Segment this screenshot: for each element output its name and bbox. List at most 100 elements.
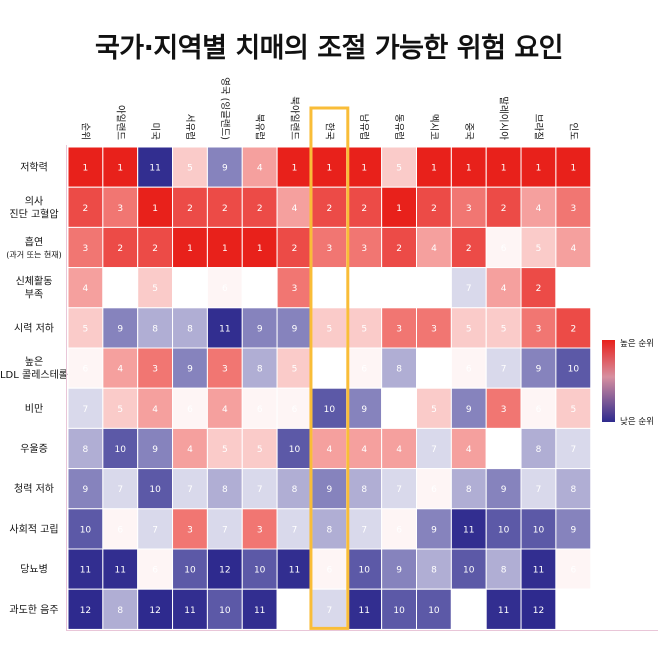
cell-value: 7 [152,525,158,535]
cell-value: 2 [570,324,576,334]
heatmap-cell [172,427,208,470]
heatmap-cell [520,226,557,269]
cell-value: 4 [431,244,437,254]
cell-value: 8 [152,324,158,334]
cell-value: 10 [184,566,196,576]
cell-value: 8 [361,485,367,495]
cell-value: 5 [83,324,89,334]
heatmap-cell [485,548,522,590]
heatmap-cell [241,588,278,630]
cell-value: 8 [117,606,123,616]
cell-value: 6 [501,244,507,254]
cell-value: 11 [289,566,300,576]
cell-value: 4 [396,445,402,455]
heatmap-cell [137,588,174,630]
heatmap-cell [137,508,174,550]
heatmap-cell [276,588,313,630]
cell-value: 12 [219,566,230,576]
heatmap-cell [555,186,592,228]
cell-value: 1 [257,244,263,254]
heatmap-cell [485,588,522,630]
cell-value: 4 [501,284,507,294]
cell-value: 2 [83,204,89,214]
heatmap-cell [67,146,104,188]
cell-value: 9 [83,485,89,495]
heatmap-cell [172,508,208,550]
heatmap-cell [311,186,348,228]
cell-value: 4 [222,405,228,415]
cell-value: 11 [115,566,126,576]
heatmap-cell [450,588,487,630]
cell-value: 11 [463,525,474,535]
cell-value: 6 [431,485,437,495]
heatmap-cell [485,146,522,188]
heatmap-cell [67,588,104,630]
heatmap-cell [102,588,139,630]
heatmap-cell [381,186,417,228]
cell-value: 10 [115,445,127,455]
cell-value: 10 [254,566,266,576]
cell-value: 5 [152,284,158,294]
cell-value: 1 [83,164,89,174]
heatmap-cell [241,387,278,429]
heatmap-cell [137,186,174,228]
heatmap-cell [485,267,522,309]
heatmap-cell [520,468,557,510]
column-label: 미국 [149,123,160,141]
cell-value: 5 [536,244,542,254]
heatmap-cell [416,186,452,228]
cell-value: 12 [149,606,160,616]
cell-value: 4 [361,445,367,455]
heatmap-cells: 1 1 11 5 9 4 1 1 1 5 1 1 1 1 12 3 1 2 2 2 4 2 2 1 2 3 2 4 33 2 2 1 1 1 2 3 3… [67,146,592,630]
cell-value: 3 [466,204,472,214]
heatmap-cell [555,468,592,510]
heatmap-cell [346,387,383,429]
row-label: 당뇨병 [20,564,48,576]
row-label: 진단 고혈압 [9,207,58,220]
cell-value: 3 [536,324,542,334]
cell-value: 3 [222,365,228,375]
cell-value: 8 [257,365,263,375]
cell-value: 7 [257,485,263,495]
cell-value: 1 [501,164,507,174]
cell-value: 2 [222,204,228,214]
korea-highlight-box [309,106,350,630]
cell-value: 1 [396,204,402,214]
heatmap-cell [555,226,592,269]
cell-value: 8 [222,485,228,495]
cell-value: 4 [117,365,123,375]
column-label: 중국 [463,123,474,141]
cell-value: 10 [80,525,92,535]
color-legend: 높은 순위 낮은 순위 [602,339,654,427]
cell-value: 10 [463,566,475,576]
heatmap-cell [241,548,278,590]
column-label: 멕시코 [428,114,439,140]
cell-value: 9 [536,365,542,375]
cell-value: 9 [117,324,123,334]
heatmap-cell [206,588,243,630]
heatmap-cell [555,427,592,470]
cell-value: 4 [83,284,89,294]
cell-value: 10 [149,485,161,495]
cell-value: 8 [431,566,437,576]
row-label: 부족 [25,289,43,301]
cell-value: 6 [327,566,333,576]
cell-value: 1 [292,164,298,174]
column-label: 동유럽 [393,114,404,140]
heatmap-cell [137,267,174,309]
heatmap-cell [172,186,208,228]
heatmap-cell [276,427,313,470]
heatmap-cell [520,387,557,429]
heatmap-cell [520,427,557,470]
cell-value: 9 [187,365,193,375]
cell-value: 6 [187,405,193,415]
cell-value: 1 [327,164,333,174]
row-label: 흡연 [25,236,43,249]
cell-value: 2 [187,204,193,214]
cell-value: 7 [327,606,333,616]
heatmap-cell [276,267,313,309]
heatmap-cell [276,186,313,228]
cell-value: 1 [222,244,228,254]
cell-value: 12 [533,606,544,616]
cell-value: 2 [396,244,402,254]
